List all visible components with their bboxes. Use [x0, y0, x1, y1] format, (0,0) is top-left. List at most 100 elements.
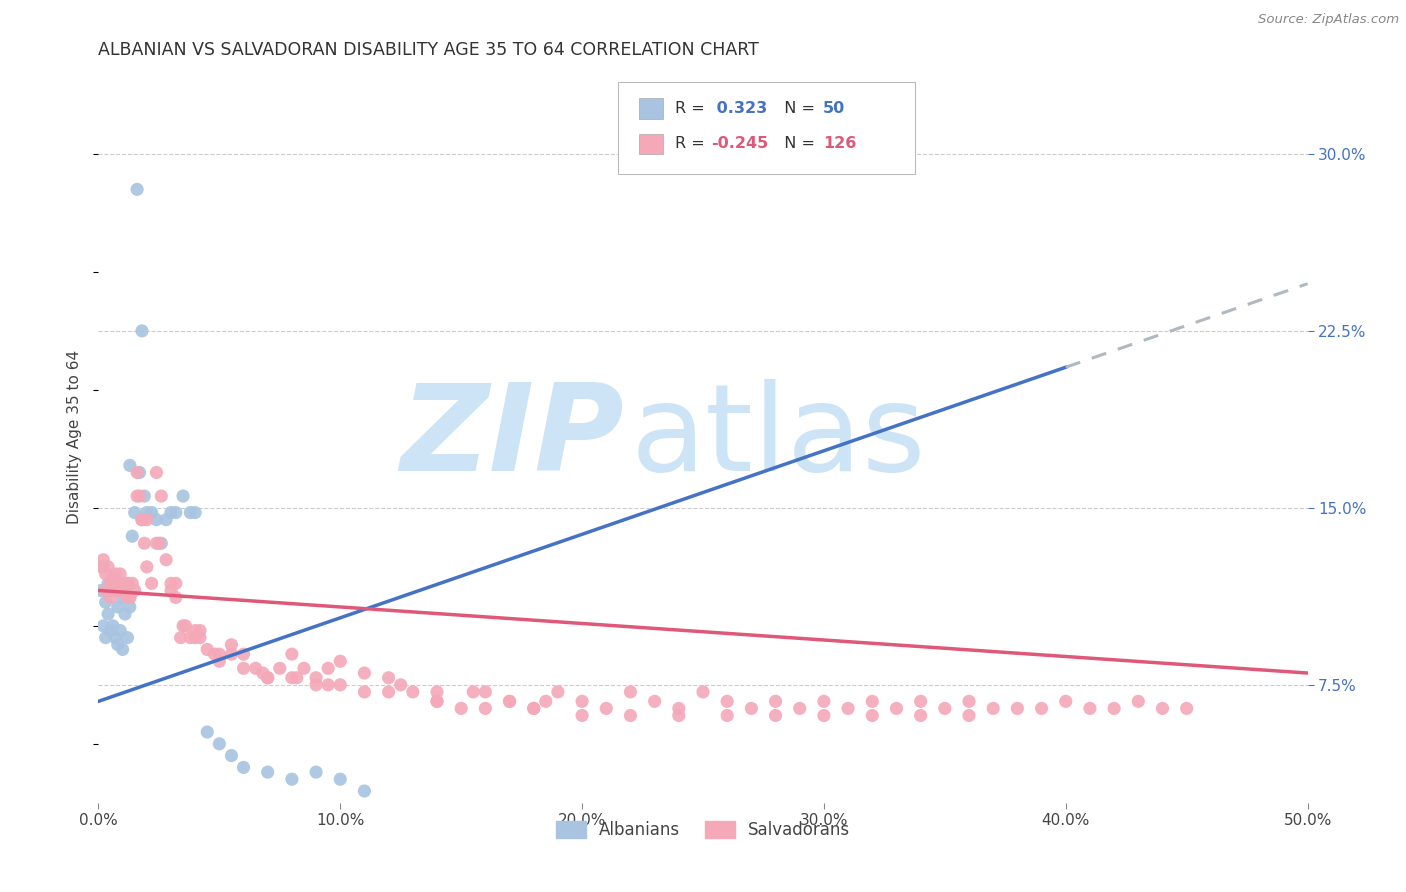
FancyBboxPatch shape — [619, 82, 915, 174]
Point — [188, 624, 211, 638]
Point — [121, 576, 143, 591]
Point — [172, 619, 194, 633]
Point — [117, 591, 139, 605]
Point — [131, 324, 153, 338]
Point — [221, 638, 243, 652]
Point — [668, 701, 690, 715]
Point — [94, 595, 117, 609]
Point — [305, 678, 328, 692]
Point — [221, 748, 243, 763]
Point — [450, 701, 472, 715]
Point — [281, 772, 304, 787]
Point — [813, 708, 835, 723]
Point — [619, 708, 641, 723]
Point — [716, 694, 738, 708]
Point — [117, 631, 139, 645]
Point — [668, 708, 690, 723]
Point — [114, 607, 136, 621]
Point — [619, 685, 641, 699]
Text: 50: 50 — [823, 101, 845, 116]
Point — [910, 694, 932, 708]
Point — [221, 647, 243, 661]
Point — [179, 506, 201, 520]
FancyBboxPatch shape — [638, 98, 664, 119]
Point — [128, 466, 150, 480]
Point — [114, 583, 136, 598]
Point — [208, 647, 231, 661]
Point — [107, 583, 129, 598]
Point — [141, 576, 163, 591]
Text: 126: 126 — [823, 136, 856, 152]
Point — [860, 708, 883, 723]
Point — [1007, 701, 1029, 715]
Point — [127, 182, 149, 196]
Point — [127, 489, 149, 503]
Point — [316, 661, 339, 675]
Point — [329, 678, 352, 692]
Point — [1128, 694, 1150, 708]
Point — [97, 576, 120, 591]
Point — [1102, 701, 1125, 715]
Point — [148, 536, 170, 550]
Point — [232, 760, 254, 774]
Point — [245, 661, 267, 675]
Point — [91, 553, 114, 567]
Point — [292, 661, 315, 675]
Point — [957, 694, 980, 708]
Point — [90, 583, 112, 598]
Point — [104, 566, 127, 581]
Point — [91, 559, 114, 574]
Point — [145, 513, 167, 527]
Point — [118, 591, 141, 605]
Point — [208, 654, 231, 668]
Point — [765, 694, 787, 708]
Point — [813, 694, 835, 708]
Point — [134, 489, 156, 503]
Point — [145, 536, 167, 550]
Point — [101, 583, 124, 598]
Point — [94, 566, 117, 581]
Point — [111, 576, 134, 591]
Point — [534, 694, 557, 708]
Point — [155, 553, 177, 567]
Point — [135, 513, 157, 527]
Point — [1175, 701, 1198, 715]
Point — [101, 572, 124, 586]
Point — [121, 529, 143, 543]
Point — [108, 583, 131, 598]
Point — [150, 489, 173, 503]
Text: -0.245: -0.245 — [711, 136, 769, 152]
Point — [104, 631, 127, 645]
Point — [94, 583, 117, 598]
Point — [104, 583, 127, 598]
Point — [165, 576, 187, 591]
Point — [101, 619, 124, 633]
Point — [571, 708, 593, 723]
Point — [957, 708, 980, 723]
Point — [184, 631, 207, 645]
Point — [547, 685, 569, 699]
Point — [160, 506, 183, 520]
Point — [100, 591, 122, 605]
Point — [100, 583, 122, 598]
Point — [765, 708, 787, 723]
Text: 0.323: 0.323 — [711, 101, 768, 116]
Point — [1031, 701, 1053, 715]
Point — [172, 489, 194, 503]
Point — [100, 624, 122, 638]
Point — [135, 506, 157, 520]
Point — [716, 708, 738, 723]
Point — [232, 661, 254, 675]
Text: atlas: atlas — [630, 378, 927, 496]
Point — [789, 701, 811, 715]
Point — [111, 583, 134, 598]
Point — [174, 619, 197, 633]
Text: ZIP: ZIP — [401, 378, 624, 496]
Text: R =: R = — [675, 101, 710, 116]
Point — [107, 638, 129, 652]
Point — [329, 654, 352, 668]
Point — [886, 701, 908, 715]
Point — [117, 576, 139, 591]
Point — [571, 694, 593, 708]
Point — [208, 737, 231, 751]
